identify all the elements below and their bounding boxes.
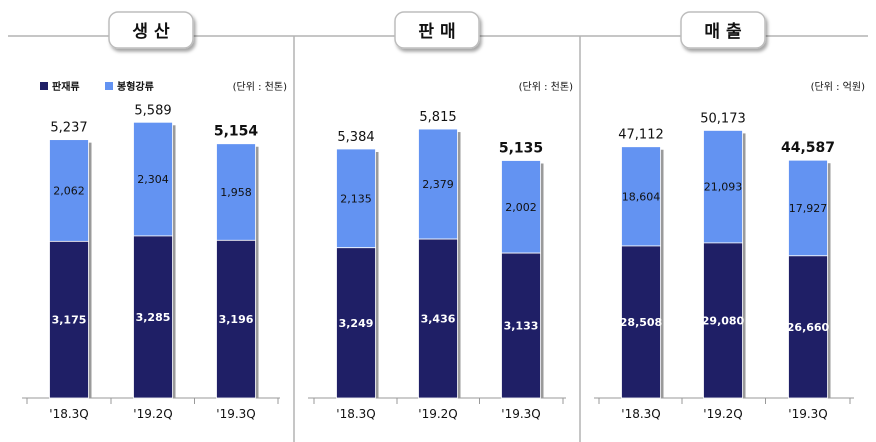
- bar-bottom-label-revenue-0: 28,508: [620, 316, 662, 329]
- bar-bottom-label-production-2: 3,196: [219, 313, 254, 326]
- panel-title-sales: 판 매: [394, 11, 480, 49]
- bar-bottom-label-production-0: 3,175: [52, 314, 87, 327]
- bar-total-label-sales-2: 5,135: [499, 141, 543, 157]
- bar-top-label-sales-1: 2,379: [422, 178, 454, 191]
- bar-bottom-production-1: [133, 235, 173, 399]
- x-tick-label-sales-0: '18.3Q: [336, 407, 375, 421]
- bar-top-revenue-0: [621, 146, 661, 247]
- bar-bottom-revenue-1: [703, 242, 743, 399]
- bar-top-label-revenue-1: 21,093: [704, 181, 743, 194]
- bar-total-label-revenue-2: 44,587: [781, 140, 835, 156]
- panel-title-revenue: 매 출: [680, 11, 766, 49]
- bar-bottom-label-sales-1: 3,436: [421, 313, 456, 326]
- panel-title-sales-text: 판 매: [418, 22, 455, 42]
- bar-top-label-revenue-0: 18,604: [622, 190, 661, 203]
- legend-label-top: 봉형강류: [117, 80, 154, 93]
- x-tick-label-production-2: '19.3Q: [216, 407, 255, 421]
- x-tick-label-sales-2: '19.3Q: [501, 407, 540, 421]
- bar-bottom-label-sales-0: 3,249: [339, 317, 374, 330]
- bar-bottom-production-2: [216, 239, 256, 399]
- unit-label-sales: (단위 : 천톤): [519, 80, 573, 93]
- bar-top-label-sales-0: 2,135: [340, 192, 372, 205]
- bar-top-label-sales-2: 2,002: [505, 201, 537, 214]
- bar-top-revenue-1: [703, 130, 743, 244]
- unit-label-revenue: (단위 : 억원): [811, 80, 865, 93]
- legend: 판재류 봉형강류: [40, 80, 154, 93]
- panel-title-production-text: 생 산: [132, 22, 170, 42]
- chart-marks: 2,062 3,175 5,237 '18.3Q 2,304 3,285 5,589 '19.…: [22, 103, 854, 421]
- bar-total-label-sales-0: 5,384: [337, 130, 374, 145]
- legend-swatch-top: [105, 82, 113, 90]
- bar-top-revenue-2: [788, 159, 828, 257]
- bar-top-label-production-2: 1,958: [220, 186, 252, 199]
- bar-total-label-production-1: 5,589: [134, 103, 171, 118]
- bar-top-label-production-0: 2,062: [53, 185, 85, 198]
- bar-bottom-label-production-1: 3,285: [136, 311, 171, 324]
- unit-label-production: (단위 : 천톤): [233, 80, 287, 93]
- panel-title-revenue-text: 매 출: [704, 22, 742, 42]
- bar-bottom-sales-0: [336, 247, 376, 399]
- bar-bottom-sales-1: [418, 238, 458, 399]
- bar-top-label-production-1: 2,304: [137, 173, 169, 186]
- bar-bottom-label-revenue-1: 29,080: [702, 314, 745, 327]
- bar-bottom-revenue-2: [788, 255, 828, 399]
- bar-total-label-revenue-0: 47,112: [618, 128, 664, 143]
- bar-top-production-0: [49, 139, 89, 242]
- bar-total-label-sales-1: 5,815: [419, 110, 456, 125]
- x-tick-label-revenue-0: '18.3Q: [621, 407, 660, 421]
- bar-bottom-sales-2: [501, 252, 541, 399]
- panel-title-production: 생 산: [108, 11, 194, 49]
- legend-label-bottom: 판재류: [52, 80, 80, 93]
- x-tick-label-sales-1: '19.2Q: [418, 407, 457, 421]
- x-tick-label-revenue-1: '19.2Q: [703, 407, 742, 421]
- bar-total-label-production-0: 5,237: [50, 121, 87, 136]
- x-tick-label-production-1: '19.2Q: [133, 407, 172, 421]
- bar-bottom-revenue-0: [621, 245, 661, 399]
- bar-total-label-production-2: 5,154: [214, 124, 259, 140]
- bar-top-label-revenue-2: 17,927: [789, 202, 828, 215]
- legend-swatch-bottom: [40, 82, 48, 90]
- bar-bottom-label-revenue-2: 26,660: [787, 321, 830, 334]
- bar-top-sales-1: [418, 128, 458, 240]
- bar-bottom-production-0: [49, 240, 89, 399]
- x-tick-label-production-0: '18.3Q: [49, 407, 88, 421]
- bar-bottom-label-sales-2: 3,133: [504, 320, 539, 333]
- bar-top-production-2: [216, 143, 256, 241]
- bar-total-label-revenue-1: 50,173: [700, 111, 746, 126]
- bar-top-production-1: [133, 121, 173, 237]
- x-tick-label-revenue-2: '19.3Q: [788, 407, 827, 421]
